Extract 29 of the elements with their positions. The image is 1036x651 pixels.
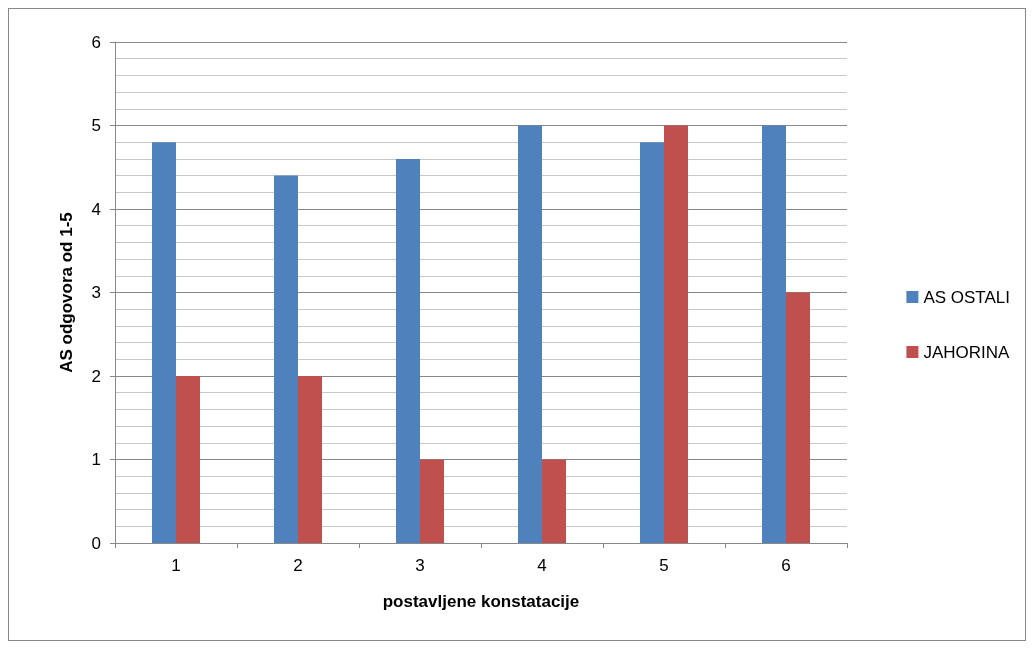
bar	[762, 125, 786, 543]
y-tick-label: 2	[91, 366, 101, 386]
x-axis-title: postavljene konstatacije	[382, 592, 580, 611]
y-axis-title: AS odgovora od 1-5	[57, 212, 76, 373]
x-tick-label: 6	[781, 556, 791, 575]
x-tick-label: 4	[537, 556, 547, 575]
bar	[664, 125, 688, 543]
x-tick-label: 1	[171, 556, 181, 575]
y-tick-label: 6	[91, 32, 101, 52]
bar	[152, 142, 176, 543]
bar	[518, 125, 542, 543]
bar	[176, 376, 200, 543]
bar	[396, 158, 420, 543]
bar	[542, 459, 566, 543]
x-tick-label: 3	[415, 556, 425, 575]
y-tick-label: 0	[91, 533, 101, 553]
legend-label: JAHORINA	[923, 342, 1011, 362]
x-tick-label: 5	[659, 556, 669, 575]
bar	[420, 459, 444, 543]
bar	[274, 175, 298, 543]
legend-label: AS OSTALI	[923, 287, 1011, 307]
x-tick-label: 2	[293, 556, 303, 575]
bar	[640, 142, 664, 543]
y-tick-label: 1	[91, 450, 101, 469]
bar	[298, 376, 322, 543]
bar	[786, 292, 810, 543]
y-tick-label: 5	[91, 116, 101, 135]
y-tick-label: 3	[91, 283, 101, 302]
y-tick-label: 4	[91, 199, 101, 219]
